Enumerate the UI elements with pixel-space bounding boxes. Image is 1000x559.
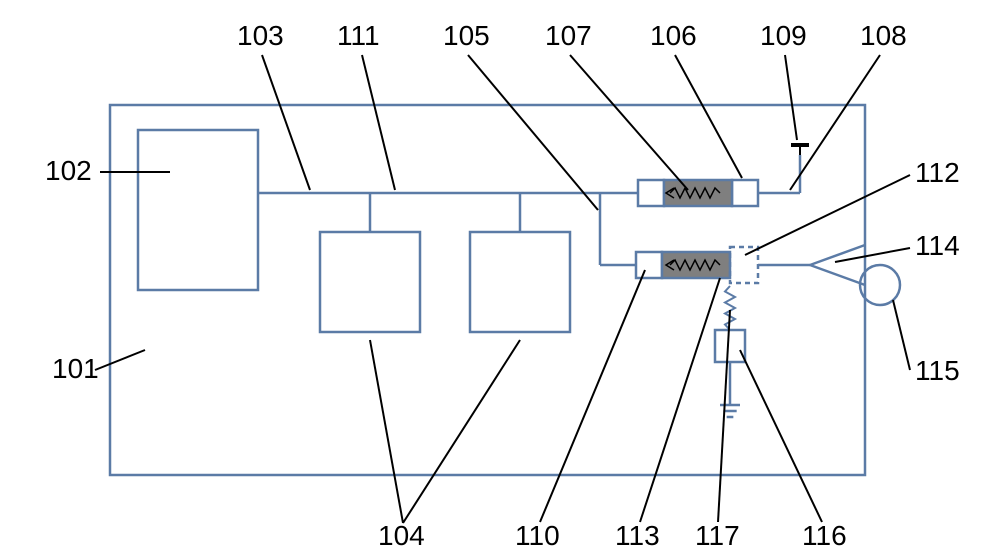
label-115: 115 [915,355,960,386]
label-104: 104 [378,520,425,551]
label-102: 102 [45,155,92,186]
label-111: 111 [337,20,380,51]
label-103: 103 [237,20,284,51]
label-117: 117 [695,520,740,551]
label-101: 101 [52,353,99,384]
label-109: 109 [760,20,807,51]
label-116: 116 [802,520,847,551]
label-108: 108 [860,20,907,51]
label-105: 105 [443,20,490,51]
label-113: 113 [615,520,660,551]
label-107: 107 [545,20,592,51]
label-106: 106 [650,20,697,51]
label-112: 112 [915,157,960,188]
label-110: 110 [515,520,560,551]
label-114: 114 [915,230,960,261]
